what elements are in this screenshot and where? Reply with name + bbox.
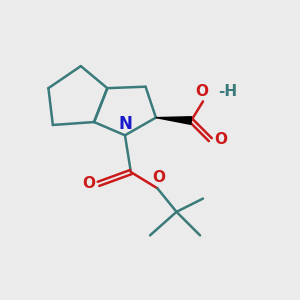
Text: O: O: [195, 84, 208, 99]
Polygon shape: [156, 117, 191, 124]
Text: O: O: [214, 132, 227, 147]
Text: O: O: [82, 176, 95, 191]
Text: N: N: [118, 115, 133, 133]
Text: -H: -H: [218, 84, 237, 99]
Text: O: O: [152, 170, 165, 185]
